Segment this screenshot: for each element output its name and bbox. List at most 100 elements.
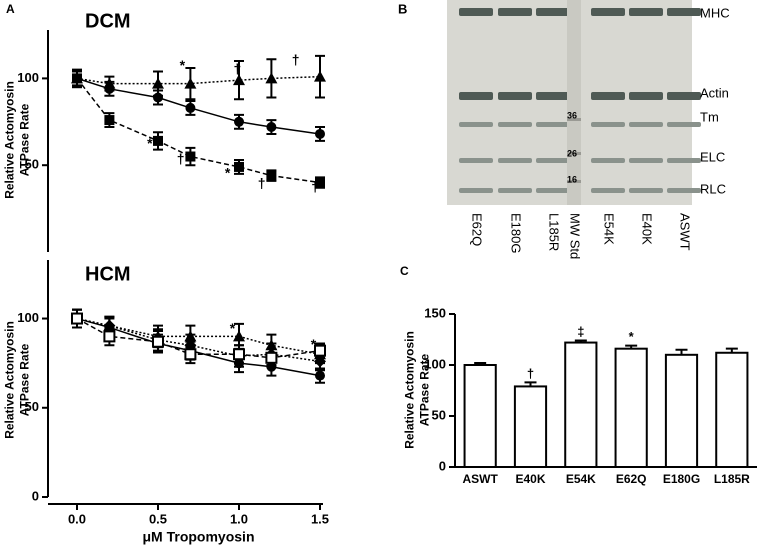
gel-band (536, 122, 570, 127)
data-point (314, 70, 326, 82)
data-point (233, 74, 245, 86)
data-point (103, 77, 116, 89)
gel-band (567, 118, 581, 121)
gel-band (536, 158, 570, 163)
y-axis-title: Relative Actomyosin (3, 321, 17, 439)
lane-label: ASWT (678, 213, 693, 251)
bar (614, 347, 648, 468)
error-bar (474, 361, 487, 365)
bar (463, 364, 497, 468)
band-label: Tm (700, 109, 719, 124)
lane-label: E40K (640, 213, 655, 245)
annotation: * (225, 165, 231, 181)
annotation: ‡ (577, 324, 584, 339)
y-tick-label: 100 (424, 356, 446, 371)
data-point (152, 335, 164, 348)
data-point (314, 344, 326, 357)
data-point (185, 151, 196, 162)
error-bar (574, 339, 587, 343)
x-tick-label: 1.5 (311, 511, 329, 526)
gel-band (667, 92, 701, 100)
x-axis-title: μM Tropomyosin (142, 529, 254, 545)
y-tick-label: 0 (439, 458, 446, 473)
gel-band (567, 180, 581, 183)
gel-band (498, 188, 532, 193)
y-tick-label: 0 (32, 488, 39, 503)
gel-band (591, 92, 625, 100)
error-bar (675, 348, 688, 355)
error-bar (524, 381, 537, 387)
error-bar (725, 347, 738, 353)
panel-label: C (400, 264, 409, 278)
gel-band (459, 8, 493, 16)
data-point (152, 77, 164, 89)
annotation: * (180, 57, 186, 73)
bar (715, 351, 749, 469)
y-axis-title: ATPase Rate (418, 353, 432, 426)
data-point (185, 102, 196, 113)
lane-label: MW Std (568, 213, 583, 259)
gel-band (591, 122, 625, 127)
gel-band (567, 152, 581, 155)
gel-image (447, 0, 701, 205)
mw-marker-label: 36 (567, 110, 577, 120)
y-axis-title: ATPase Rate (18, 343, 32, 416)
gel-band (459, 122, 493, 127)
gel-band (629, 158, 663, 163)
gel-band (536, 8, 570, 16)
annotation: † (258, 175, 266, 191)
annotation: † (233, 60, 241, 76)
y-axis-title: Relative Actomyosin (403, 331, 417, 449)
y-axis-title: Relative Actomyosin (3, 81, 17, 199)
x-tick-label: 0.5 (149, 511, 167, 526)
x-tick-label: E62Q (616, 472, 647, 486)
y-tick-label: 100 (17, 310, 39, 325)
gel-band (629, 188, 663, 193)
x-tick-label: ASWT (463, 472, 499, 486)
data-point (315, 128, 325, 139)
y-tick-label: 100 (17, 70, 39, 85)
data-point (234, 116, 244, 127)
bar (564, 341, 598, 468)
x-tick-label: E40K (515, 472, 545, 486)
y-tick-label: 150 (424, 305, 446, 320)
data-point (184, 348, 197, 361)
data-point (103, 319, 116, 332)
gel-band (498, 158, 532, 163)
chart-title: HCM (85, 263, 131, 285)
x-tick-label: 1.0 (230, 511, 248, 526)
x-tick-label: E54K (566, 472, 596, 486)
gel-band (591, 188, 625, 193)
y-axis-title: ATPase Rate (18, 103, 32, 176)
band-label: Actin (700, 85, 729, 100)
data-point (103, 330, 116, 343)
panel-label: B (398, 1, 407, 16)
error-bar (625, 344, 638, 349)
series-line (76, 77, 321, 184)
gel-band (629, 122, 663, 127)
gel-band (667, 122, 701, 127)
data-point (234, 161, 244, 172)
x-tick-label: E180G (663, 472, 700, 486)
gel-band (536, 188, 570, 193)
y-tick-label: 50 (432, 407, 446, 422)
data-point (153, 135, 163, 146)
gel-band (629, 92, 663, 100)
mw-marker-label: 16 (567, 174, 577, 184)
data-point (315, 370, 325, 381)
gel-band (498, 8, 532, 16)
gel-band (591, 8, 625, 16)
bar (664, 353, 699, 468)
gel-band (498, 92, 532, 100)
annotation: * (147, 135, 153, 151)
lane-label: E180G (509, 213, 524, 253)
data-point (265, 72, 278, 84)
data-point (266, 122, 277, 133)
lane-label: E62Q (470, 213, 485, 246)
band-label: ELC (700, 149, 725, 164)
annotation: * (230, 320, 236, 336)
data-point (71, 312, 83, 325)
annotation: † (527, 366, 534, 381)
gel-band (459, 92, 493, 100)
